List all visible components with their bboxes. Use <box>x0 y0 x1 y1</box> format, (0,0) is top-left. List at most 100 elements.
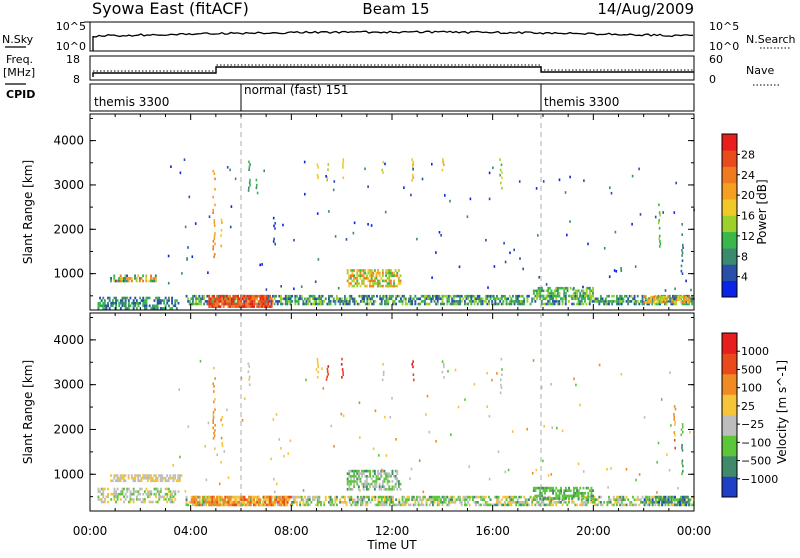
power-cell <box>564 286 567 290</box>
power-cell <box>454 302 457 306</box>
velocity-cell <box>396 488 399 491</box>
velocity-cell <box>457 498 460 501</box>
velocity-cell <box>130 476 133 480</box>
velocity-cell <box>369 472 371 475</box>
velocity-cell <box>658 503 660 507</box>
power-cell <box>370 277 373 280</box>
velocity-sparse-cell <box>577 462 580 466</box>
power-cell <box>561 297 564 300</box>
velocity-cell <box>590 494 593 498</box>
velocity-cell <box>391 472 394 475</box>
velocity-cell <box>119 474 122 477</box>
power-streak-cell <box>342 158 345 161</box>
velocity-cell <box>404 501 407 504</box>
power-colorbar-tick-label: 20 <box>741 189 755 202</box>
velocity-cell <box>248 495 251 499</box>
velocity-cell <box>354 480 357 483</box>
power-cell <box>653 298 656 301</box>
velocity-cell <box>470 495 473 499</box>
power-streak-cell <box>220 244 223 248</box>
power-cell <box>348 302 351 306</box>
power-cell <box>416 297 418 301</box>
power-cell <box>383 279 386 283</box>
velocity-cell <box>406 501 409 504</box>
power-cell <box>387 297 390 301</box>
velocity-cell <box>350 495 353 499</box>
velocity-cell <box>227 498 230 501</box>
velocity-cell <box>214 501 217 504</box>
velocity-cell <box>368 495 370 499</box>
power-cell <box>254 294 257 298</box>
power-cell <box>373 277 376 280</box>
power-cell <box>648 302 650 306</box>
power-cell <box>364 302 367 306</box>
velocity-cell <box>654 495 657 499</box>
power-cell <box>219 305 222 308</box>
power-cell <box>385 300 388 303</box>
power-streak-cell <box>681 272 684 275</box>
velocity-cell <box>387 495 390 499</box>
power-cell <box>662 298 665 301</box>
power-cell <box>435 294 438 298</box>
velocity-cell <box>154 474 157 477</box>
velocity-cell <box>504 501 506 504</box>
power-cell <box>441 300 444 303</box>
velocity-cell <box>598 501 601 504</box>
power-cell <box>609 300 612 303</box>
velocity-cell <box>438 501 441 504</box>
velocity-cell <box>529 495 532 499</box>
velocity-cell <box>606 501 609 504</box>
power-cell <box>564 300 567 303</box>
velocity-cell <box>316 501 319 504</box>
power-cell <box>113 279 116 283</box>
velocity-cell <box>648 503 651 507</box>
velocity-cell <box>135 490 138 493</box>
power-cell <box>372 271 375 275</box>
power-cell <box>103 307 106 310</box>
velocity-cell <box>460 503 463 507</box>
velocity-cell <box>257 501 260 504</box>
velocity-cell <box>167 479 170 483</box>
velocity-cell <box>468 503 471 507</box>
velocity-cell <box>148 490 151 493</box>
power-cell <box>523 302 526 306</box>
power-cell <box>339 300 342 303</box>
power-cell <box>536 289 538 293</box>
velocity-cell <box>344 501 346 504</box>
velocity-sparse-cell <box>359 436 361 439</box>
velocity-cell <box>531 498 534 501</box>
power-cell <box>542 297 545 300</box>
power-cell <box>97 307 100 310</box>
power-streak-cell <box>342 163 344 167</box>
velocity-cell <box>656 495 659 499</box>
power-cell <box>283 297 286 301</box>
velocity-streak-cell <box>673 415 675 419</box>
velocity-sparse-cell <box>276 482 278 486</box>
power-cell <box>600 294 602 298</box>
velocity-cell <box>178 476 181 480</box>
power-cell <box>635 300 638 303</box>
velocity-cell <box>401 495 404 499</box>
power-cell <box>481 300 484 303</box>
velocity-cell <box>496 495 498 499</box>
power-cell <box>523 297 526 301</box>
power-cell <box>646 301 649 304</box>
power-cell <box>288 300 290 303</box>
velocity-cell <box>390 501 393 504</box>
power-cell <box>484 297 487 301</box>
power-cell <box>113 301 116 305</box>
velocity-cell <box>211 495 214 499</box>
velocity-cell <box>537 486 540 490</box>
velocity-cell <box>531 503 534 507</box>
power-cell <box>153 279 156 283</box>
power-colorbar-swatch <box>722 166 737 184</box>
power-cell <box>267 294 270 298</box>
power-cell <box>201 297 204 301</box>
power-cell <box>611 302 614 306</box>
power-cell <box>154 277 157 280</box>
velocity-cell <box>617 495 620 499</box>
power-cell <box>151 307 154 310</box>
power-cell <box>358 294 361 298</box>
power-cell <box>393 302 396 306</box>
velocity-cell <box>380 475 383 478</box>
